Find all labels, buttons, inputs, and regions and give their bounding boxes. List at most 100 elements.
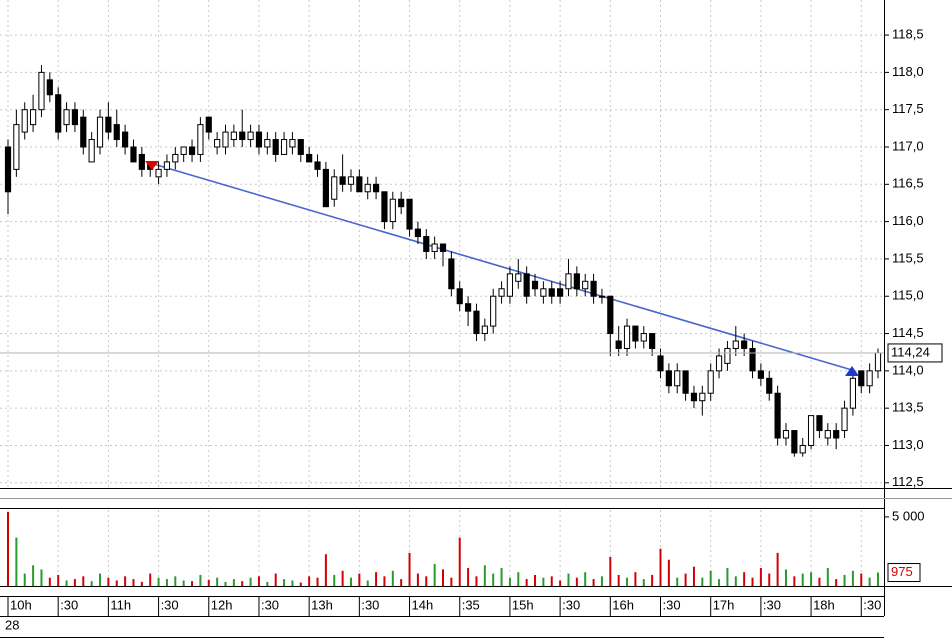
volume-bar (232, 579, 235, 586)
volume-bar (508, 577, 511, 586)
volume-bar (450, 577, 453, 586)
volume-bar (818, 577, 821, 586)
candle-body (289, 139, 296, 148)
candle-body (548, 288, 555, 297)
last-price-box (887, 343, 943, 363)
volume-bar (99, 573, 102, 586)
candle-body (13, 124, 20, 170)
trend-start-marker (145, 161, 159, 170)
x-tick-label: :35 (462, 597, 480, 612)
candle-body (649, 333, 656, 349)
candle-body (515, 273, 522, 282)
volume-bar (324, 554, 327, 586)
candle-body (498, 288, 505, 297)
volume-bar (592, 579, 595, 586)
volume-bar (776, 552, 779, 586)
candle-body (791, 430, 798, 454)
volume-bar (82, 576, 85, 586)
candle-body (707, 370, 714, 394)
volume-bar (182, 580, 185, 586)
candle-body (506, 273, 514, 297)
candle-body (774, 392, 781, 439)
candle-body (715, 355, 723, 372)
y-tick-label: 114,0 (892, 362, 924, 377)
volume-bar (341, 570, 344, 586)
candle-body (874, 352, 882, 372)
candle-body (849, 377, 856, 409)
volume-bar (642, 579, 645, 586)
volume-bar (140, 581, 143, 586)
volume-bar (609, 556, 612, 586)
volume-bar (299, 582, 302, 586)
candle-body (180, 146, 187, 155)
x-tick-label: 15h (512, 597, 534, 612)
labels: 112,5 113,0 113,5 114,0 114,5 115,0 115,5 116,0… (10, 27, 943, 612)
volume-bar (408, 552, 411, 586)
volume-bar (542, 577, 545, 586)
candle-body (473, 310, 480, 335)
volume-bar (333, 574, 336, 586)
volume-bar (709, 570, 712, 586)
candle-body (322, 168, 329, 208)
candle-body (247, 131, 254, 141)
volume-bar (249, 577, 252, 586)
volume-bar (366, 580, 369, 586)
x-tick-label: 12h (211, 597, 233, 612)
candle-body (590, 280, 597, 297)
volume-bar (132, 579, 135, 586)
candle-body (632, 325, 639, 342)
candle-body (674, 370, 681, 387)
candle-body (130, 146, 137, 163)
volume-bar (416, 573, 419, 586)
candle-body (138, 153, 145, 170)
candle-body (214, 139, 221, 148)
volume-bar (851, 570, 854, 586)
volume-bar (199, 574, 202, 586)
volume-bar (676, 577, 679, 586)
x-tick-label: 11h (110, 597, 131, 612)
candle-body (540, 288, 547, 297)
volume-bar (90, 581, 93, 586)
date-label: 28 (5, 617, 19, 632)
volume-bar (659, 548, 662, 586)
volume-bar (559, 580, 562, 586)
candle-body (255, 131, 263, 148)
candle-body (122, 131, 129, 148)
volume-bar (349, 577, 352, 586)
y-tick-label: 116,5 (892, 176, 924, 191)
candle-body (749, 347, 756, 372)
candle-body (88, 139, 95, 163)
volume-bar (7, 512, 9, 586)
volume-bar (40, 569, 43, 586)
volume-bar (525, 579, 528, 586)
volume-bar (701, 577, 704, 586)
volume-bar (617, 574, 620, 586)
last-price-label: 114,24 (891, 344, 930, 359)
volume-bar (308, 576, 311, 586)
volume-bar (115, 580, 118, 586)
candle-body (272, 139, 279, 155)
x-tick-label: 10h (10, 597, 32, 612)
volume-bar (550, 576, 553, 586)
candle-body (623, 325, 631, 349)
y-tick-label: 117,5 (892, 101, 924, 116)
volume-bar (567, 573, 570, 586)
candle-body (531, 280, 539, 290)
volume-bar (751, 577, 754, 586)
y-tick-label: 116,0 (892, 213, 924, 228)
candle-body (155, 168, 162, 178)
candle-body (46, 79, 53, 96)
candle-body (38, 71, 45, 111)
x-tick-label: :30 (361, 597, 379, 612)
candle-body (113, 124, 120, 141)
volume-bar (492, 573, 495, 586)
candle-body (331, 176, 338, 200)
volume-bar (575, 577, 578, 586)
volume-bar (810, 572, 813, 586)
volume-bar (801, 573, 804, 586)
candle-body (239, 131, 246, 141)
candle-body (105, 116, 112, 133)
candle-body (423, 236, 430, 252)
x-tick-label: :30 (562, 597, 580, 612)
candle-body (833, 430, 840, 439)
